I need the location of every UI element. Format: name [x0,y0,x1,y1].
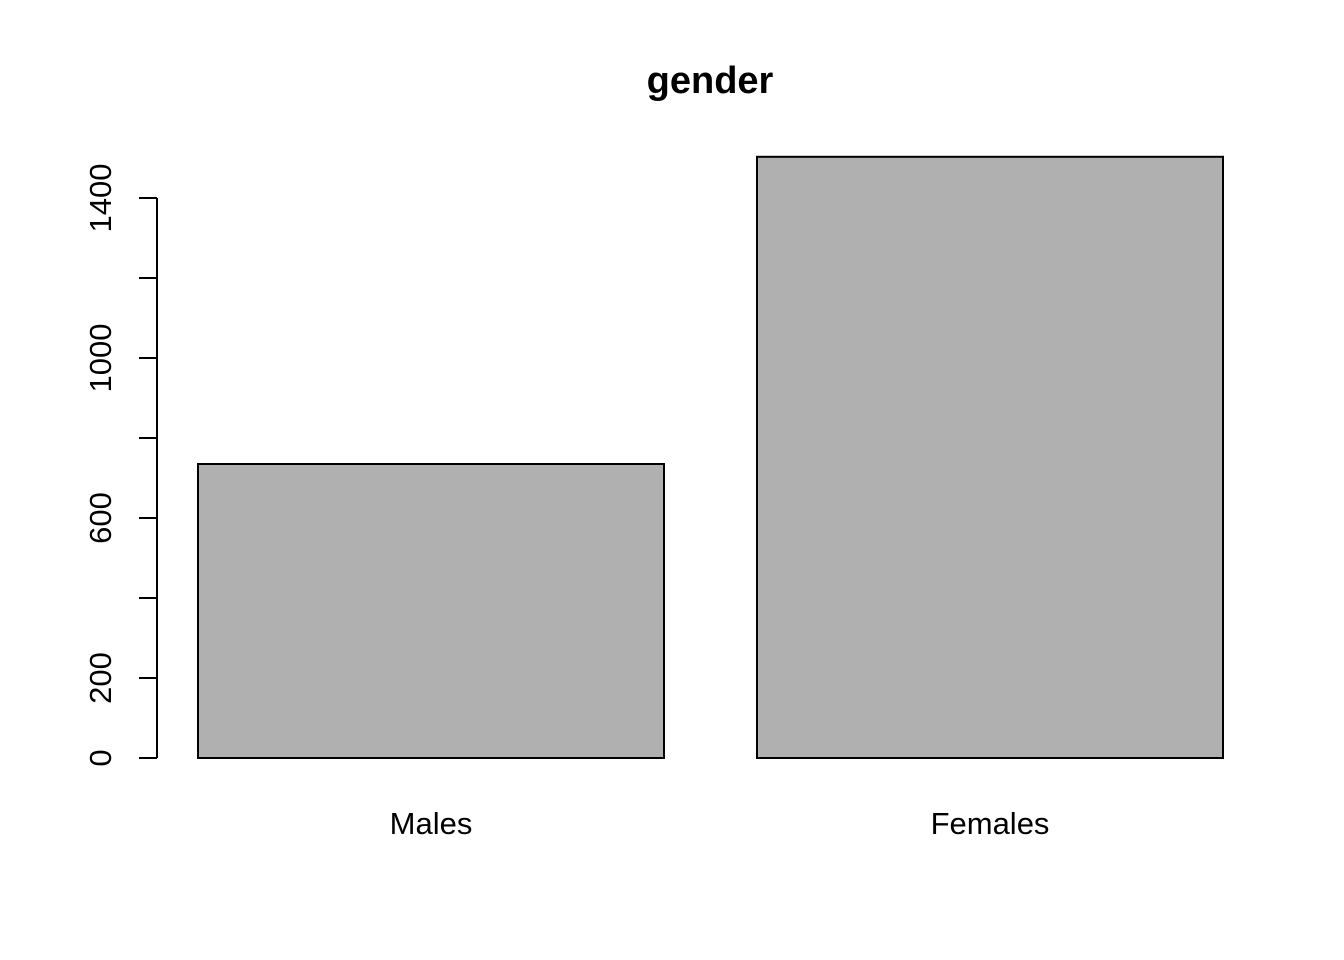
bars [197,155,1224,760]
x-axis-labels: Males Females [390,806,1050,841]
y-tick-label: 1400 [83,164,118,233]
y-tick-label: 600 [83,492,118,544]
bar-females [756,155,1224,760]
bar-males [197,463,665,759]
y-axis: 0 200 600 1000 1400 [83,164,158,767]
x-category-label: Females [931,806,1050,841]
y-tick-label: 1000 [83,324,118,393]
y-tick-label: 0 [83,749,118,766]
x-category-label: Males [390,806,473,841]
chart-title: gender [647,60,774,102]
y-tick-label: 200 [83,652,118,704]
